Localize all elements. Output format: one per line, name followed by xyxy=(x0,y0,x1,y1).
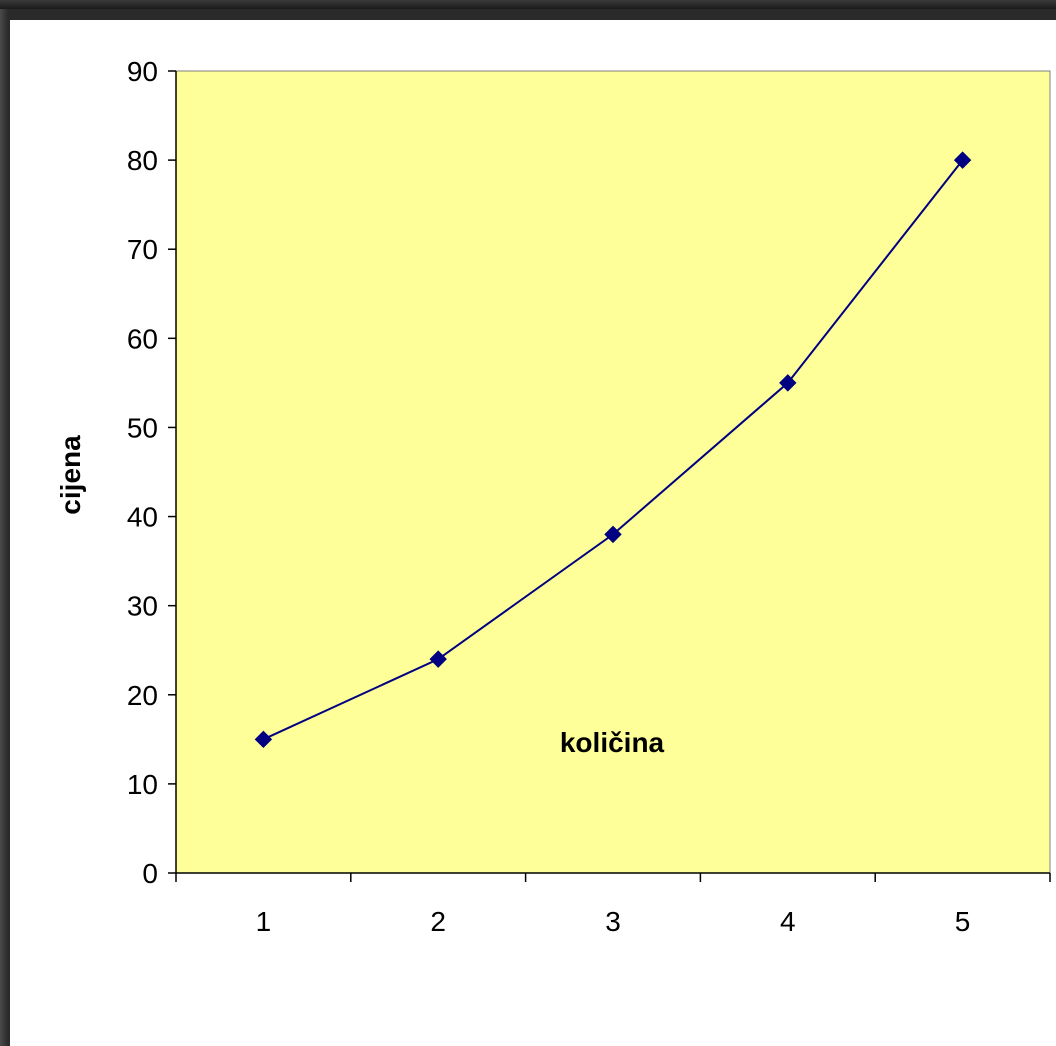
window-top-edge xyxy=(0,0,1056,9)
data-point-marker xyxy=(254,730,273,749)
x-tick-label: 3 xyxy=(605,906,621,937)
data-point-marker xyxy=(604,525,622,544)
y-tick-label: 10 xyxy=(127,769,158,800)
x-tick-label: 5 xyxy=(955,906,971,937)
line-chart: 0 10 20 30 40 50 60 70 80 90 1 2 3 4 5 cijena količin… xyxy=(55,56,1051,937)
y-tick-label: 30 xyxy=(127,591,158,622)
y-tick-label: 80 xyxy=(127,145,158,176)
y-axis-title: cijena xyxy=(55,435,86,515)
y-tick-label: 20 xyxy=(127,680,158,711)
data-point-marker xyxy=(779,374,797,392)
y-tick-label: 90 xyxy=(127,56,158,87)
window-left-edge xyxy=(0,9,8,1046)
series xyxy=(254,151,972,749)
y-tick-label: 50 xyxy=(127,412,158,443)
y-tick-label: 70 xyxy=(127,234,158,265)
y-tick-label: 40 xyxy=(127,502,158,533)
x-tick-label: 2 xyxy=(430,906,446,937)
y-axis: 0 10 20 30 40 50 60 70 80 90 xyxy=(127,56,177,889)
x-tick-label: 4 xyxy=(780,906,796,937)
data-point-marker xyxy=(953,151,972,169)
x-tick-label: 1 xyxy=(256,906,272,937)
x-axis-title: količina xyxy=(560,727,665,758)
y-tick-label: 0 xyxy=(142,858,158,889)
data-point-marker xyxy=(429,650,447,668)
plot-area xyxy=(175,70,1051,874)
y-tick-label: 60 xyxy=(127,323,158,354)
x-axis: 1 2 3 4 5 xyxy=(175,872,1051,937)
chart-canvas: 0 10 20 30 40 50 60 70 80 90 1 2 3 4 5 cijena količin… xyxy=(10,20,1056,1046)
